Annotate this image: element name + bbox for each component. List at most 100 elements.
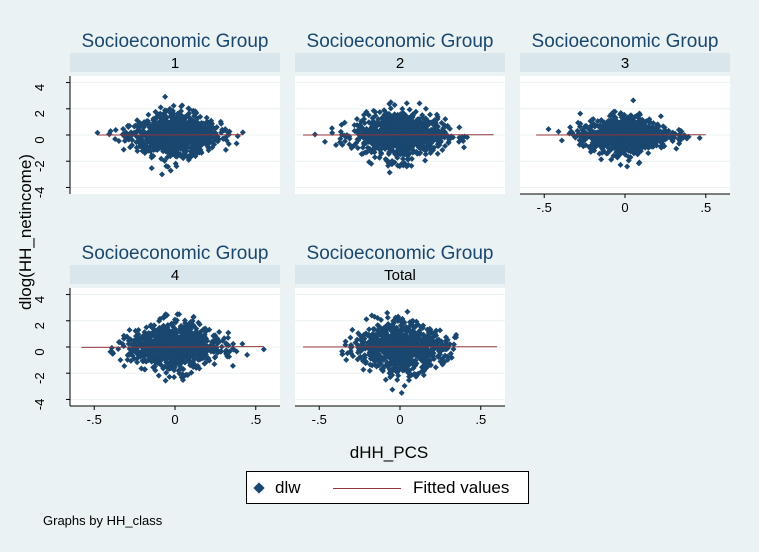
data-point [180, 155, 187, 162]
data-point [139, 128, 146, 135]
data-point [588, 117, 595, 124]
x-tick-label: -.5 [312, 412, 327, 427]
scatter-series [545, 97, 703, 170]
data-point [426, 140, 433, 147]
data-point [127, 357, 134, 364]
data-point [160, 322, 167, 329]
panel-strip [70, 265, 280, 284]
data-point [360, 366, 367, 373]
legend-label-fitted: Fitted values [413, 478, 510, 497]
data-point [229, 362, 236, 369]
panel-strip-label: Total [384, 267, 416, 284]
data-point [135, 348, 142, 355]
data-point [193, 325, 200, 332]
data-point [419, 358, 426, 365]
data-point [123, 135, 130, 142]
data-point [204, 141, 211, 148]
data-point [606, 136, 613, 143]
data-point [160, 129, 167, 136]
data-point [190, 313, 197, 320]
data-point [166, 359, 173, 366]
data-point [611, 121, 618, 128]
y-tick-label: -4 [32, 187, 47, 199]
data-point [149, 349, 156, 356]
data-point [432, 364, 439, 371]
data-point [203, 120, 210, 127]
data-point [386, 169, 393, 176]
data-point [387, 367, 394, 374]
scatter-series [94, 93, 246, 178]
data-point [163, 352, 170, 359]
data-point [357, 347, 364, 354]
data-point [351, 127, 358, 134]
data-point [121, 131, 128, 138]
data-point [160, 148, 167, 155]
data-point [579, 137, 586, 144]
data-point [437, 135, 444, 142]
data-point [171, 374, 178, 381]
data-point [406, 327, 413, 334]
data-point [379, 354, 386, 361]
data-point [163, 163, 170, 170]
data-point [124, 352, 131, 359]
y-tick-label: 0 [32, 136, 47, 143]
data-point [148, 331, 155, 338]
data-point [311, 131, 318, 138]
data-point [407, 126, 414, 133]
data-point [385, 160, 392, 167]
data-point [635, 160, 642, 167]
data-point [414, 371, 421, 378]
data-point [600, 148, 607, 155]
data-point [186, 351, 193, 358]
data-point [436, 327, 443, 334]
data-point [169, 347, 176, 354]
panel-strip-label: 4 [171, 267, 179, 284]
data-point [145, 136, 152, 143]
data-point [420, 123, 427, 130]
data-point [641, 122, 648, 129]
data-point [328, 125, 335, 132]
data-point [152, 367, 159, 374]
data-point [417, 124, 424, 131]
data-point [652, 136, 659, 143]
data-point [402, 115, 409, 122]
legend-marker-dlw [253, 482, 265, 494]
data-point [391, 325, 398, 332]
data-point [183, 358, 190, 365]
data-point [406, 106, 413, 113]
data-point [630, 117, 637, 124]
scatter-series [339, 308, 460, 396]
data-point [199, 355, 206, 362]
data-point [161, 157, 168, 164]
data-point [163, 339, 170, 346]
data-point [140, 123, 147, 130]
data-point [392, 314, 399, 321]
data-point [210, 332, 217, 339]
panel-strip [295, 265, 505, 284]
data-point [399, 105, 406, 112]
data-point [361, 120, 368, 127]
data-point [430, 144, 437, 151]
data-point [613, 149, 620, 156]
data-point [160, 365, 167, 372]
data-point [152, 136, 159, 143]
data-point [604, 149, 611, 156]
data-point [339, 141, 346, 148]
data-point [195, 121, 202, 128]
data-point [576, 141, 583, 148]
data-point [157, 361, 164, 368]
data-point [361, 141, 368, 148]
data-point [404, 308, 411, 315]
data-point [419, 324, 426, 331]
data-point [424, 353, 431, 360]
data-point [450, 341, 457, 348]
data-point [387, 124, 394, 131]
data-point [196, 321, 203, 328]
data-point [617, 120, 624, 127]
data-point [211, 132, 218, 139]
data-point [187, 334, 194, 341]
data-point [155, 372, 162, 379]
data-point [223, 352, 230, 359]
data-point [422, 157, 429, 164]
data-point [225, 329, 232, 336]
